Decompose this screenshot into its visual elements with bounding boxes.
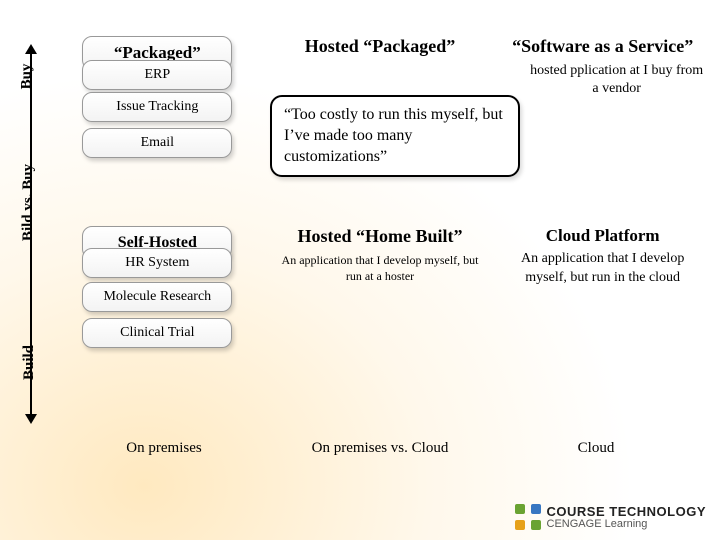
axis-label-bottom: Build (21, 345, 38, 380)
stack-card: Molecule Research (82, 282, 232, 312)
cell-title: Hosted “Packaged” (305, 36, 456, 58)
cell-title: “Software as a Service” (512, 36, 693, 58)
logo-text: COURSE TECHNOLOGY CENGAGE Learning (547, 505, 706, 530)
grid-row: Self-Hosted HR System Molecule Research … (56, 226, 704, 356)
logo-sub: CENGAGE Learning (547, 518, 648, 530)
logo-icon (515, 504, 541, 530)
logo-brand: COURSE TECHNOLOGY (547, 504, 706, 519)
horizontal-axis-labels: On premises On premises vs. Cloud Cloud (56, 440, 704, 457)
stack-card: Clinical Trial (82, 318, 232, 348)
stack-card: HR System (82, 248, 232, 278)
stack-card: Issue Tracking (82, 92, 232, 122)
cell-packaged: “Packaged” ERP Issue Tracking Email (56, 36, 259, 166)
cell-cloud-platform: Cloud Platform An application that I dev… (501, 226, 704, 356)
axis-label-mid: On premises vs. Cloud (272, 440, 488, 457)
cell-self-hosted: Self-Hosted HR System Molecule Research … (56, 226, 259, 356)
stack-card: ERP (82, 60, 232, 90)
cell-saas: “Software as a Service” hosted pplicatio… (501, 36, 704, 166)
cell-hosted-home-built: Hosted “Home Built” An application that … (279, 226, 482, 356)
card-stack: “Packaged” ERP Issue Tracking Email (72, 36, 242, 166)
stack-card: Email (82, 128, 232, 158)
cell-subtitle: An application that I develop myself, bu… (279, 252, 482, 284)
card-stack: Self-Hosted HR System Molecule Research … (72, 226, 242, 356)
cell-title: Cloud Platform (546, 226, 660, 246)
axis-label-top: Buy (18, 64, 35, 90)
cell-subtitle: An application that I develop myself, bu… (501, 250, 704, 288)
axis-label-right: Cloud (488, 440, 704, 457)
brand-logo: COURSE TECHNOLOGY CENGAGE Learning (515, 504, 706, 530)
matrix-grid: “Packaged” ERP Issue Tracking Email Host… (56, 36, 704, 374)
arrow-down-icon (25, 414, 37, 424)
vertical-axis: Buy Bild vs. Buy Build (16, 44, 48, 424)
axis-label-left: On premises (56, 440, 272, 457)
axis-label-middle: Bild vs. Buy (20, 164, 37, 241)
callout-box: “Too costly to run this myself, but I’ve… (270, 95, 520, 177)
cell-subtitle: hosted pplication at I buy from a vendor (529, 62, 704, 100)
cell-title: Hosted “Home Built” (298, 226, 463, 248)
